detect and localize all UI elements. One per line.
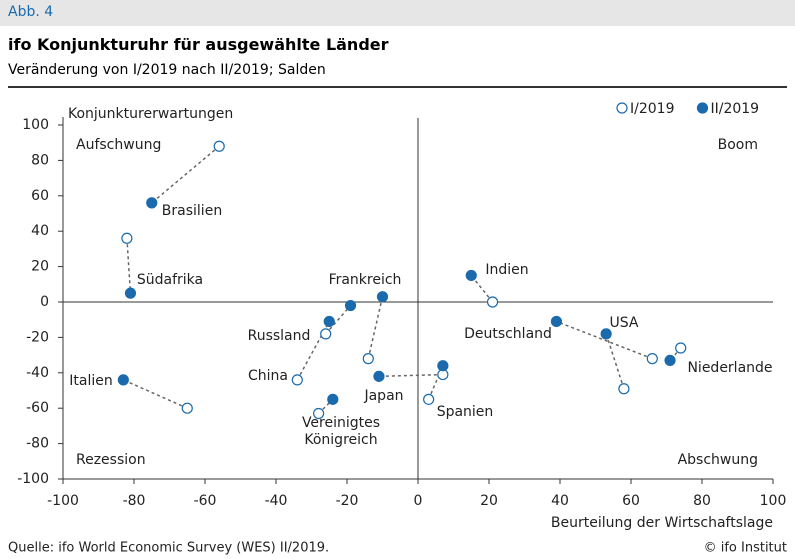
country-label: Indien <box>485 261 529 278</box>
country-label: USA <box>609 314 639 331</box>
point <box>646 353 658 365</box>
y-tick-label: 60 <box>31 188 49 204</box>
x-tick-label: 0 <box>414 493 423 509</box>
point <box>362 353 374 365</box>
point <box>146 197 158 209</box>
point <box>320 328 332 340</box>
connector <box>378 373 443 378</box>
connector <box>325 305 352 335</box>
point <box>313 407 325 420</box>
y-tick-label: -80 <box>26 436 49 452</box>
point <box>437 360 449 372</box>
country-label: Frankreich <box>328 271 402 288</box>
x-tick-label: 80 <box>693 493 711 509</box>
x-tick-label: 40 <box>551 493 569 509</box>
point <box>465 269 477 282</box>
point <box>618 383 630 395</box>
legend-marker <box>696 102 709 114</box>
point <box>600 328 612 340</box>
connector <box>605 333 625 389</box>
connector <box>556 320 653 360</box>
point <box>327 393 339 405</box>
country-label: Brasilien <box>161 202 223 219</box>
country-label: Deutschland <box>464 325 552 342</box>
point <box>376 291 389 303</box>
legend-label: I/2019 <box>630 101 674 117</box>
point <box>550 315 563 328</box>
chart-subtitle: Veränderung von I/2019 nach II/2019; Sal… <box>8 62 326 78</box>
country-label: Japan <box>364 387 404 404</box>
y-tick-label: 40 <box>31 223 49 239</box>
connector <box>151 145 220 204</box>
point <box>323 315 335 328</box>
legend-marker <box>616 102 628 114</box>
country-label: Vereinigtes Königreich <box>301 415 381 448</box>
quadrant-label: Boom <box>718 137 758 153</box>
y-tick-label: -40 <box>26 365 49 381</box>
point <box>486 296 499 308</box>
country-label: Russland <box>247 327 311 344</box>
y-tick-label: -20 <box>26 329 49 345</box>
quadrant-label: Abschwung <box>678 452 758 468</box>
copyright: © ifo Institut <box>704 541 787 556</box>
rule <box>8 86 787 88</box>
point <box>117 374 129 386</box>
point <box>423 393 435 405</box>
point <box>344 299 357 312</box>
country-label: Niederlande <box>687 359 773 376</box>
y-tick-label: -60 <box>26 400 49 416</box>
x-tick-label: -40 <box>265 493 288 509</box>
header-band <box>0 0 795 26</box>
y-tick-label: 80 <box>31 152 49 168</box>
point <box>664 354 676 367</box>
point <box>121 232 133 244</box>
point <box>124 287 137 299</box>
chart-title: ifo Konjunkturuhr für ausgewählte Länder <box>8 35 389 54</box>
quadrant-label: Rezession <box>76 452 146 468</box>
y-tick-label: 0 <box>40 294 49 310</box>
legend-label: II/2019 <box>710 101 759 117</box>
y-tick-label: 100 <box>22 117 49 133</box>
point <box>181 402 193 414</box>
x-tick-label: 20 <box>480 493 498 509</box>
x-axis-label: Beurteilung der Wirtschaftslage <box>551 515 773 531</box>
point <box>675 342 687 354</box>
point <box>373 370 385 382</box>
connector <box>367 296 384 359</box>
x-tick-label: -80 <box>123 493 146 509</box>
country-label: Italien <box>69 372 113 389</box>
point <box>213 140 225 152</box>
x-tick-label: 60 <box>622 493 640 509</box>
x-tick-label: -60 <box>194 493 217 509</box>
y-tick-label: 20 <box>31 259 49 275</box>
country-label: Südafrika <box>136 271 204 288</box>
figure-number: Abb. 4 <box>8 4 54 20</box>
x-tick-label: -100 <box>47 493 79 509</box>
x-tick-label: 100 <box>760 493 787 509</box>
source: Quelle: ifo World Economic Survey (WES) … <box>8 541 329 556</box>
y-tick-label: -100 <box>17 471 49 487</box>
y-axis-label: Konjunkturerwartungen <box>68 106 233 122</box>
x-tick-label: -20 <box>336 493 359 509</box>
country-label: Spanien <box>436 403 494 420</box>
quadrant-label: Aufschwung <box>76 137 161 153</box>
point <box>291 374 303 386</box>
country-label: China <box>248 367 288 384</box>
